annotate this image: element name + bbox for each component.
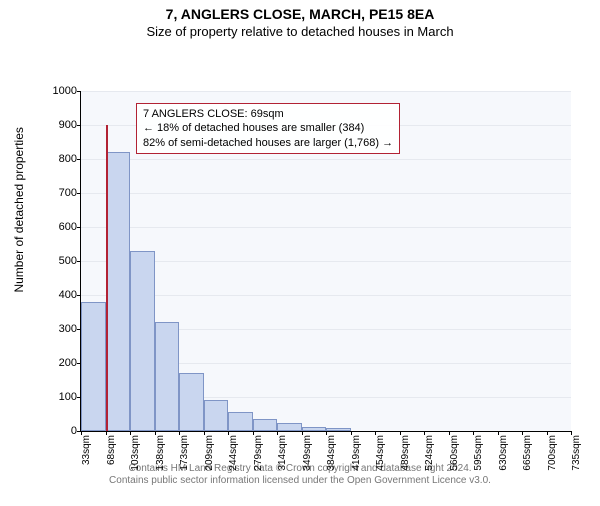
- xtick-label: 665sqm: [522, 435, 533, 471]
- ytick-label: 100: [59, 391, 77, 403]
- ytick-label: 0: [71, 425, 77, 437]
- xtick-label: 33sqm: [81, 435, 92, 465]
- xtick-label: 173sqm: [179, 435, 190, 471]
- y-axis-label: Number of detached properties: [12, 127, 26, 292]
- xtick-label: 314sqm: [277, 435, 288, 471]
- ytick-mark: [77, 227, 81, 228]
- gridline: [81, 91, 571, 92]
- annotation-line-3: 82% of semi-detached houses are larger (…: [143, 136, 393, 150]
- ytick-mark: [77, 193, 81, 194]
- gridline: [81, 261, 571, 262]
- histogram-bar: [326, 428, 351, 431]
- ytick-label: 1000: [53, 85, 77, 97]
- annotation-line-1: 7 ANGLERS CLOSE: 69sqm: [143, 107, 393, 121]
- gridline: [81, 295, 571, 296]
- ytick-label: 600: [59, 221, 77, 233]
- ytick-label: 200: [59, 357, 77, 369]
- histogram-bar: [106, 152, 131, 431]
- page-subtitle: Size of property relative to detached ho…: [0, 24, 600, 39]
- xtick-label: 138sqm: [155, 435, 166, 471]
- ytick-mark: [77, 125, 81, 126]
- histogram-bar: [81, 302, 106, 431]
- histogram-bar: [302, 427, 327, 431]
- ytick-mark: [77, 91, 81, 92]
- ytick-label: 400: [59, 289, 77, 301]
- gridline: [81, 193, 571, 194]
- xtick-label: 489sqm: [400, 435, 411, 471]
- ytick-mark: [77, 261, 81, 262]
- annotation-line-2: ← 18% of detached houses are smaller (38…: [143, 121, 393, 135]
- xtick-label: 349sqm: [302, 435, 313, 471]
- ytick-mark: [77, 295, 81, 296]
- xtick-label: 700sqm: [547, 435, 558, 471]
- ytick-label: 500: [59, 255, 77, 267]
- histogram-bar: [130, 251, 155, 431]
- ytick-label: 800: [59, 153, 77, 165]
- annotation-box: 7 ANGLERS CLOSE: 69sqm ← 18% of detached…: [136, 103, 400, 154]
- xtick-label: 560sqm: [449, 435, 460, 471]
- xtick-label: 244sqm: [228, 435, 239, 471]
- xtick-label: 454sqm: [375, 435, 386, 471]
- histogram-bar: [277, 423, 302, 432]
- xtick-label: 68sqm: [106, 435, 117, 465]
- histogram-bar: [228, 412, 253, 431]
- ytick-label: 900: [59, 119, 77, 131]
- histogram-bar: [204, 400, 229, 431]
- chart-container: Number of detached properties 0100200300…: [60, 91, 580, 461]
- xtick-label: 209sqm: [204, 435, 215, 471]
- xtick-label: 103sqm: [130, 435, 141, 471]
- xtick-label: 524sqm: [424, 435, 435, 471]
- xtick-label: 279sqm: [253, 435, 264, 471]
- footer: Contains HM Land Registry data © Crown c…: [0, 463, 600, 487]
- gridline: [81, 159, 571, 160]
- property-marker: [106, 125, 108, 431]
- histogram-bar: [253, 419, 278, 431]
- ytick-label: 300: [59, 323, 77, 335]
- ytick-label: 700: [59, 187, 77, 199]
- xtick-label: 384sqm: [326, 435, 337, 471]
- ytick-mark: [77, 159, 81, 160]
- xtick-label: 419sqm: [351, 435, 362, 471]
- xtick-label: 630sqm: [498, 435, 509, 471]
- histogram-bar: [179, 373, 204, 431]
- plot-area: 0100200300400500600700800900100033sqm68s…: [80, 91, 571, 432]
- gridline: [81, 227, 571, 228]
- footer-line-2: Contains public sector information licen…: [0, 475, 600, 487]
- page-title: 7, ANGLERS CLOSE, MARCH, PE15 8EA: [0, 6, 600, 22]
- histogram-bar: [155, 322, 180, 431]
- xtick-label: 735sqm: [571, 435, 582, 471]
- xtick-label: 595sqm: [473, 435, 484, 471]
